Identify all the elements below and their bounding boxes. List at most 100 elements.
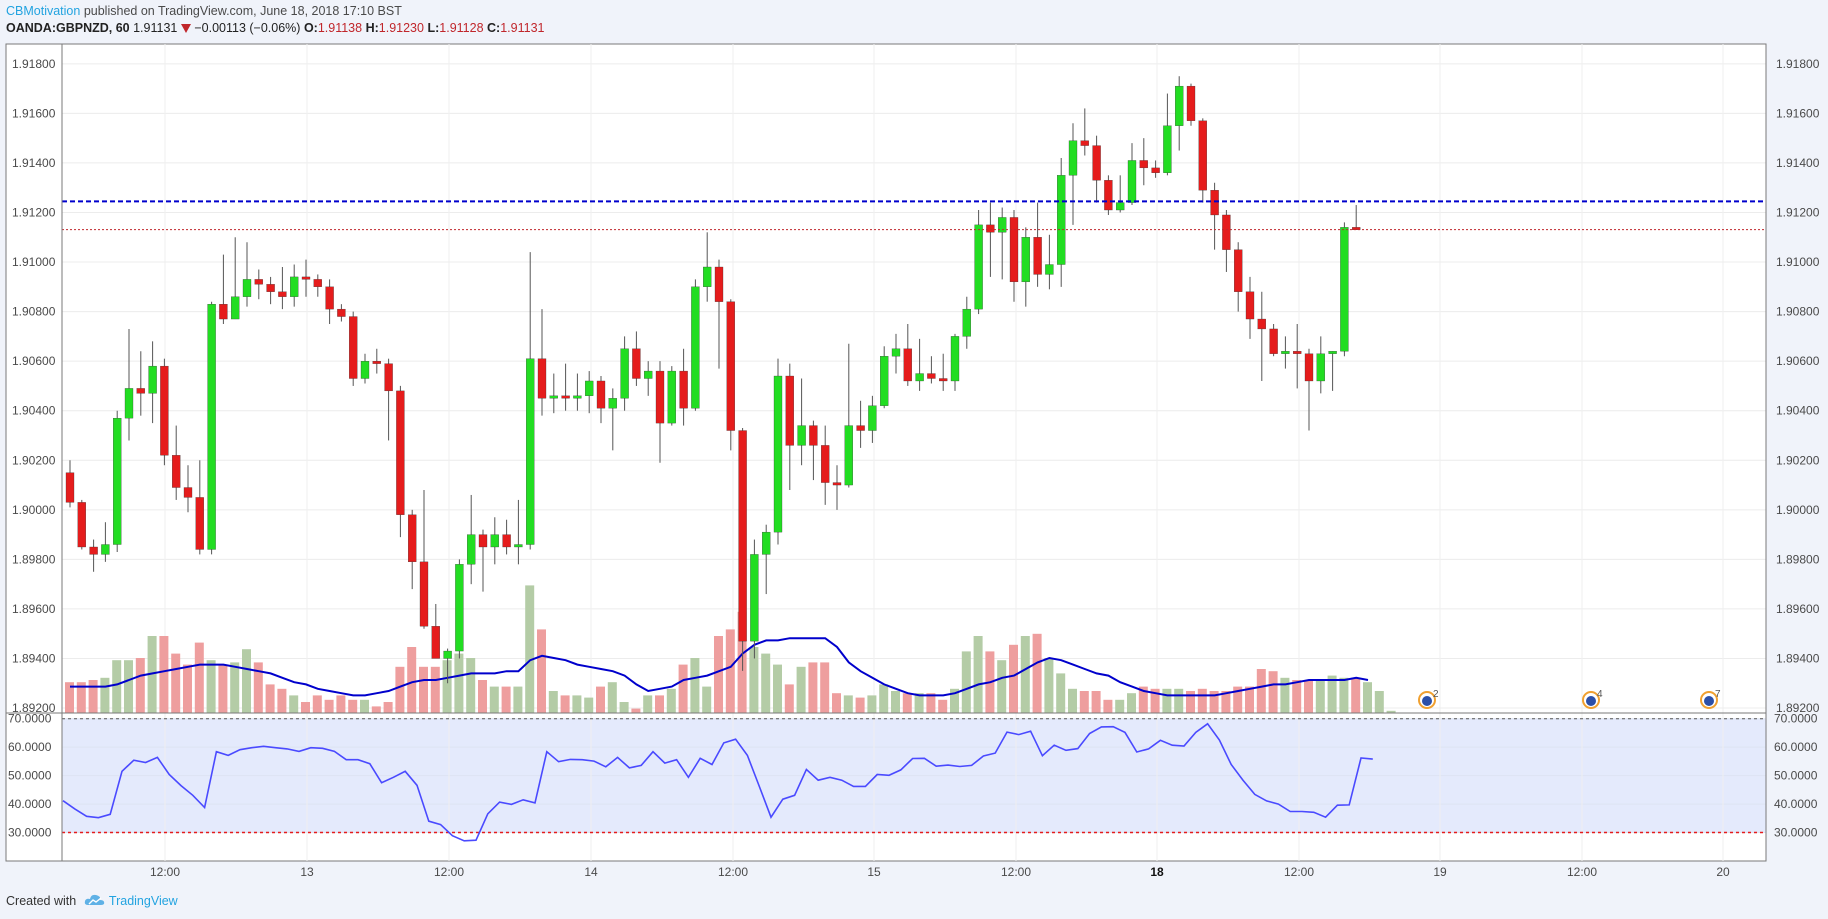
candle-up [514, 544, 523, 548]
candle-up [231, 296, 240, 320]
candle-down [1304, 353, 1314, 382]
author-link[interactable]: CBMotivation [6, 4, 81, 18]
volume-bar [537, 629, 546, 713]
volume-bar [513, 686, 523, 713]
candle-down [136, 388, 145, 394]
candle-down [396, 390, 405, 515]
volume-bar [666, 688, 676, 713]
low-value: 1.91128 [439, 21, 484, 35]
price-tick-left: 1.90200 [12, 453, 56, 467]
candle-down [1080, 140, 1089, 146]
candle-up [360, 361, 370, 379]
volume-bar [289, 695, 299, 713]
horizontal-levels[interactable] [62, 200, 1766, 834]
earnings-event-icon[interactable]: 7 [1700, 689, 1721, 709]
candle-up [962, 308, 971, 337]
candles [65, 76, 1361, 684]
candle-down [337, 308, 346, 317]
candle-up [915, 373, 924, 382]
volume-bar [914, 693, 924, 713]
volume-bar [76, 682, 86, 713]
volume-bar [478, 680, 487, 713]
volume-bar [395, 666, 405, 713]
time-tick: 12:00 [718, 865, 748, 879]
price-tick-right: 1.89600 [1776, 602, 1820, 616]
volume-bar [489, 686, 499, 713]
volume-bar [1280, 677, 1290, 713]
candle-up [868, 405, 877, 431]
candle-down [372, 361, 381, 364]
candle-up [242, 279, 252, 297]
symbol-label[interactable]: OANDA:GBPNZD, 60 [6, 21, 130, 35]
candle-down [1104, 180, 1113, 211]
volume-bar [1091, 691, 1101, 713]
events[interactable]: 2 4 7 [1418, 689, 1721, 709]
time-tick: 12:00 [1567, 865, 1597, 879]
low-label: L: [427, 21, 440, 35]
publish-info: CBMotivation published on TradingView.co… [6, 4, 402, 18]
volume-bar [336, 695, 346, 713]
volume-bar [926, 693, 936, 713]
volume-bar [879, 684, 889, 713]
candle-down [301, 276, 311, 280]
volume-bar [1150, 688, 1160, 713]
candle-up [455, 564, 464, 652]
candle-down [325, 286, 334, 310]
volume-bar [1233, 686, 1243, 713]
volume-bar [218, 664, 228, 713]
volume-bar [1292, 680, 1302, 713]
candle-down [726, 301, 735, 431]
earnings-event-icon[interactable]: 2 [1418, 689, 1439, 709]
time-tick: 12:00 [1001, 865, 1031, 879]
open-label: O: [303, 21, 318, 35]
time-tick: 18 [1150, 865, 1164, 879]
volume-bar [584, 697, 594, 713]
volume-bar [501, 686, 511, 713]
candle-down [714, 266, 724, 302]
candle-up [891, 348, 901, 357]
tradingview-cloud-icon[interactable] [84, 893, 106, 907]
candle-up [1340, 227, 1349, 352]
candle-up [1021, 237, 1030, 283]
volume-bar [773, 664, 782, 713]
candle-down [160, 365, 169, 456]
tradingview-link[interactable]: TradingView [108, 894, 178, 908]
published-text: published on TradingView.com, June 18, 2… [83, 4, 402, 18]
candle-up [1116, 202, 1125, 211]
event-core [1422, 696, 1432, 706]
volume-bar [725, 629, 735, 713]
candle-up [1057, 175, 1066, 265]
volume-bar [371, 706, 381, 713]
volume-bar [430, 666, 440, 713]
candle-down [431, 626, 440, 659]
candle-down [832, 482, 842, 486]
volume-bars [65, 585, 1396, 713]
volume-bar [820, 662, 830, 713]
volume-bar [265, 684, 275, 713]
price-tick-right: 1.91600 [1776, 106, 1820, 120]
candle-down [219, 304, 228, 320]
candle-up [773, 375, 783, 533]
volume-bar [808, 662, 818, 713]
candle-up [1045, 264, 1054, 275]
candle-up [1281, 351, 1290, 354]
candle-down [1293, 351, 1302, 354]
candle-down [1151, 167, 1160, 173]
candle-down [1257, 318, 1266, 330]
candle-up [1068, 140, 1078, 176]
rsi-tick-right: 50.0000 [1774, 769, 1818, 783]
volume-bar [560, 695, 570, 713]
candle-down [478, 534, 488, 548]
time-tick: 20 [1716, 865, 1730, 879]
candle-up [691, 286, 700, 409]
volume-bar [454, 653, 464, 713]
candle-down [183, 487, 193, 498]
volume-bar [1162, 688, 1172, 713]
volume-bar [1068, 688, 1077, 713]
candle-up [113, 417, 122, 545]
volume-bar [419, 666, 428, 713]
volume-bar [1209, 691, 1219, 713]
earnings-event-icon[interactable]: 4 [1582, 689, 1603, 709]
price-tick-right: 1.90800 [1776, 305, 1820, 319]
